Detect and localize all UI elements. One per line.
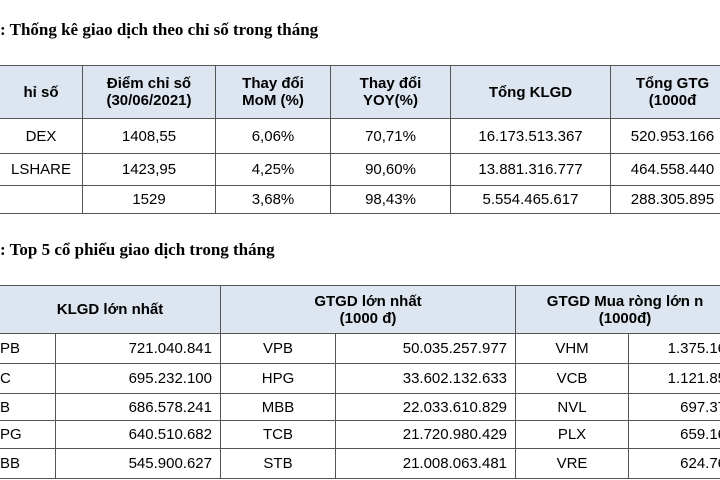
index-table: hỉ số Điểm chỉ số (30/06/2021) Thay đổi MoM … bbox=[0, 65, 720, 214]
cell: HPG bbox=[220, 363, 336, 394]
cell: 464.558.440 bbox=[610, 153, 720, 186]
cell: 624.76 bbox=[628, 448, 720, 479]
header-cell: GTGD Mua ròng lớn n (1000đ) bbox=[515, 285, 720, 334]
cell: 22.033.610.829 bbox=[334, 393, 517, 421]
header-text: MoM (%) bbox=[242, 92, 304, 109]
header-text: Điểm chỉ số bbox=[106, 75, 192, 92]
cell: 640.510.682 bbox=[55, 420, 221, 449]
header-cell: Điểm chỉ số (30/06/2021) bbox=[82, 65, 216, 119]
header-cell: Thay đổi MoM (%) bbox=[215, 65, 331, 119]
cell: 13.881.316.777 bbox=[450, 153, 611, 186]
header-text: Tổng GTG bbox=[635, 75, 710, 92]
data-row: 1529 3,68% 98,43% 5.554.465.617 288.305.895 bbox=[0, 185, 720, 214]
cell: 520.953.166 bbox=[610, 118, 720, 154]
header-cell: GTGD lớn nhất (1000 đ) bbox=[219, 285, 517, 334]
cell: NVL bbox=[515, 393, 630, 421]
cell: 90,60% bbox=[330, 153, 451, 186]
cell: 697.37 bbox=[628, 393, 720, 421]
cell: VCB bbox=[515, 363, 630, 394]
header-cell: Tổng KLGD bbox=[450, 65, 611, 119]
header-row: KLGD lớn nhất GTGD lớn nhất (1000 đ) GTGD M… bbox=[0, 285, 720, 334]
cell: 3,68% bbox=[215, 185, 331, 214]
cell: DEX bbox=[0, 118, 83, 154]
cell: TCB bbox=[220, 420, 336, 449]
section-title: : Top 5 cổ phiếu giao dịch trong tháng bbox=[0, 240, 275, 259]
cell: 21.720.980.429 bbox=[334, 420, 517, 449]
cell: B bbox=[0, 393, 56, 421]
header-text: hỉ số bbox=[23, 83, 59, 101]
cell: 98,43% bbox=[330, 185, 451, 214]
cell bbox=[0, 185, 83, 214]
header-text: KLGD lớn nhất bbox=[56, 301, 164, 318]
cell: 21.008.063.481 bbox=[334, 448, 517, 479]
cell: STB bbox=[220, 448, 336, 479]
header-text: (1000đ bbox=[648, 92, 697, 109]
header-text: Thay đổi bbox=[242, 75, 304, 92]
cell: 1.375.16 bbox=[628, 333, 720, 364]
header-text: (1000 đ) bbox=[339, 309, 397, 327]
header-text: YOY(%) bbox=[362, 92, 418, 109]
cell: C bbox=[0, 363, 56, 394]
cell: 545.900.627 bbox=[55, 448, 221, 479]
cell: PLX bbox=[515, 420, 630, 449]
data-row: LSHARE 1423,95 4,25% 90,60% 13.881.316.777 46… bbox=[0, 153, 720, 186]
cell: VPB bbox=[220, 333, 336, 364]
cell: 33.602.132.633 bbox=[334, 363, 517, 394]
header-text: Tổng KLGD bbox=[488, 83, 573, 101]
cell: 16.173.513.367 bbox=[450, 118, 611, 154]
cell: LSHARE bbox=[0, 153, 83, 186]
header-text: (1000đ) bbox=[598, 309, 652, 327]
data-row: DEX 1408,55 6,06% 70,71% 16.173.513.367 520.9… bbox=[0, 118, 720, 154]
header-text: (30/06/2021) bbox=[106, 92, 192, 109]
cell: 5.554.465.617 bbox=[450, 185, 611, 214]
header-cell: KLGD lớn nhất bbox=[0, 285, 221, 334]
cell: 1408,55 bbox=[82, 118, 216, 154]
cell: 686.578.241 bbox=[55, 393, 221, 421]
cell: MBB bbox=[220, 393, 336, 421]
cell: 695.232.100 bbox=[55, 363, 221, 394]
cell: 50.035.257.977 bbox=[334, 333, 517, 364]
section-title: : Thống kê giao dịch theo chỉ số trong t… bbox=[0, 20, 319, 39]
header-cell: Thay đổi YOY(%) bbox=[330, 65, 451, 119]
header-cell: Tổng GTG (1000đ bbox=[610, 65, 720, 119]
header-text: GTGD Mua ròng lớn n bbox=[546, 292, 704, 310]
header-row: hỉ số Điểm chỉ số (30/06/2021) Thay đổi MoM … bbox=[0, 65, 720, 119]
top-stocks-table: KLGD lớn nhất GTGD lớn nhất (1000 đ) GTGD M… bbox=[0, 285, 720, 479]
cell: VHM bbox=[515, 333, 630, 364]
cell: 659.16 bbox=[628, 420, 720, 449]
cell: 721.040.841 bbox=[55, 333, 221, 364]
header-text: GTGD lớn nhất bbox=[314, 292, 422, 310]
cell: 1.121.85 bbox=[628, 363, 720, 394]
cell: 1423,95 bbox=[82, 153, 216, 186]
header-cell: hỉ số bbox=[0, 65, 83, 119]
data-row: PB 721.040.841 VPB 50.035.257.977 VHM 1.375.1… bbox=[0, 333, 720, 364]
cell: PB bbox=[0, 333, 56, 364]
cell: 1529 bbox=[82, 185, 216, 214]
cell: VRE bbox=[515, 448, 630, 479]
cell: 288.305.895 bbox=[610, 185, 720, 214]
cell: 6,06% bbox=[215, 118, 331, 154]
cell: BB bbox=[0, 448, 56, 479]
cell: 4,25% bbox=[215, 153, 331, 186]
cell: PG bbox=[0, 420, 56, 449]
header-text: Thay đổi bbox=[359, 75, 422, 92]
cell: 70,71% bbox=[330, 118, 451, 154]
